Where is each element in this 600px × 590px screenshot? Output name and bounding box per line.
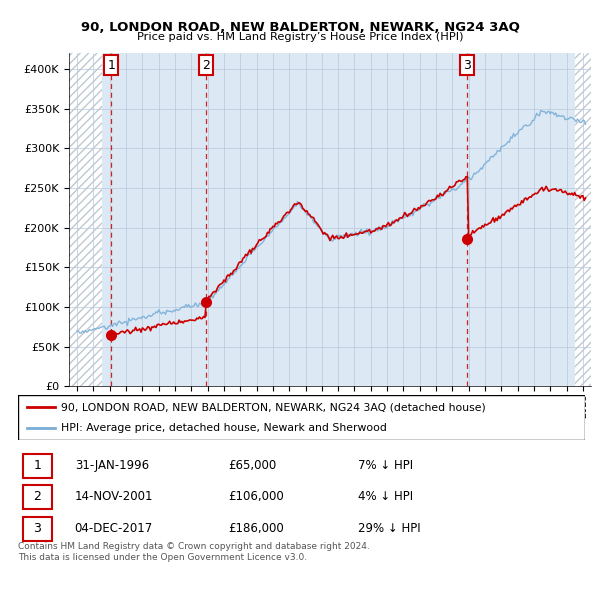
Text: 7% ↓ HPI: 7% ↓ HPI <box>358 459 413 472</box>
Text: 3: 3 <box>34 522 41 535</box>
Text: 29% ↓ HPI: 29% ↓ HPI <box>358 522 421 535</box>
Text: Contains HM Land Registry data © Crown copyright and database right 2024.
This d: Contains HM Land Registry data © Crown c… <box>18 542 370 562</box>
Text: HPI: Average price, detached house, Newark and Sherwood: HPI: Average price, detached house, Newa… <box>61 422 386 432</box>
Text: 14-NOV-2001: 14-NOV-2001 <box>75 490 153 503</box>
Text: 90, LONDON ROAD, NEW BALDERTON, NEWARK, NG24 3AQ (detached house): 90, LONDON ROAD, NEW BALDERTON, NEWARK, … <box>61 402 485 412</box>
Text: £65,000: £65,000 <box>228 459 276 472</box>
Bar <box>575 53 591 386</box>
Text: 31-JAN-1996: 31-JAN-1996 <box>75 459 149 472</box>
Text: 1: 1 <box>107 58 115 71</box>
FancyBboxPatch shape <box>23 517 52 541</box>
Text: 90, LONDON ROAD, NEW BALDERTON, NEWARK, NG24 3AQ: 90, LONDON ROAD, NEW BALDERTON, NEWARK, … <box>80 21 520 34</box>
Text: 4% ↓ HPI: 4% ↓ HPI <box>358 490 413 503</box>
Text: Price paid vs. HM Land Registry’s House Price Index (HPI): Price paid vs. HM Land Registry’s House … <box>137 32 463 42</box>
Bar <box>69 53 101 386</box>
Text: 2: 2 <box>34 490 41 503</box>
Text: £106,000: £106,000 <box>228 490 284 503</box>
FancyBboxPatch shape <box>23 454 52 478</box>
Text: 2: 2 <box>202 58 209 71</box>
Text: 1: 1 <box>34 459 41 472</box>
Text: 3: 3 <box>463 58 471 71</box>
FancyBboxPatch shape <box>23 486 52 509</box>
Text: £186,000: £186,000 <box>228 522 284 535</box>
Text: 04-DEC-2017: 04-DEC-2017 <box>75 522 153 535</box>
